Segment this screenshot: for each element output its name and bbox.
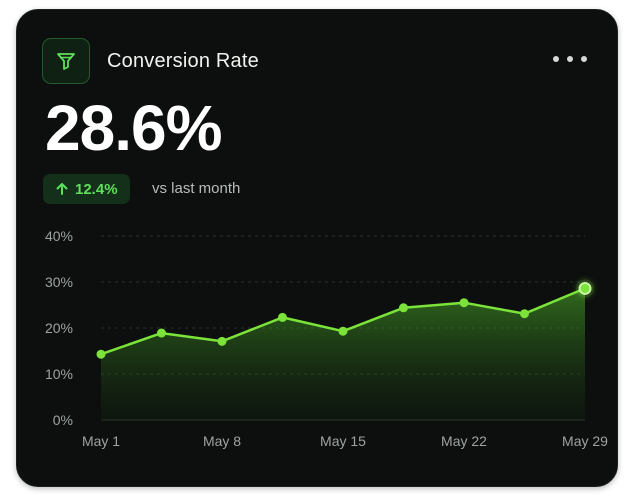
x-tick-label: May 29	[562, 433, 608, 449]
y-tick-label: 10%	[45, 366, 73, 382]
y-tick-label: 0%	[53, 412, 73, 428]
x-tick-label: May 1	[82, 433, 120, 449]
funnel-icon	[42, 38, 90, 84]
conversion-rate-card: Conversion Rate 28.6% 12.4% vs last mont…	[16, 9, 618, 487]
data-point-latest[interactable]	[578, 281, 592, 295]
change-value: 12.4%	[75, 180, 118, 198]
card-title: Conversion Rate	[107, 50, 259, 72]
y-tick-label: 30%	[45, 274, 73, 290]
data-point[interactable]	[338, 326, 348, 336]
x-tick-label: May 22	[441, 433, 487, 449]
data-point[interactable]	[459, 298, 469, 308]
data-point[interactable]	[96, 349, 106, 359]
y-tick-label: 20%	[45, 320, 73, 336]
y-tick-label: 40%	[45, 228, 73, 244]
conversion-rate-value: 28.6%	[45, 92, 222, 164]
x-tick-label: May 8	[203, 433, 241, 449]
data-point[interactable]	[520, 309, 529, 319]
chart-area	[101, 288, 585, 420]
comparison-label: vs last month	[152, 180, 241, 197]
data-point[interactable]	[399, 303, 408, 313]
data-point[interactable]	[217, 336, 227, 346]
more-options-icon[interactable]	[553, 52, 587, 66]
arrow-up-icon	[56, 183, 68, 195]
conversion-line-chart: 0% 10% 20% 30% 40% May 1 May 8 May 15 May 22 May…	[45, 228, 608, 449]
data-point[interactable]	[157, 328, 166, 338]
change-badge: 12.4%	[43, 174, 130, 204]
x-tick-label: May 15	[320, 433, 366, 449]
data-point[interactable]	[278, 312, 287, 322]
